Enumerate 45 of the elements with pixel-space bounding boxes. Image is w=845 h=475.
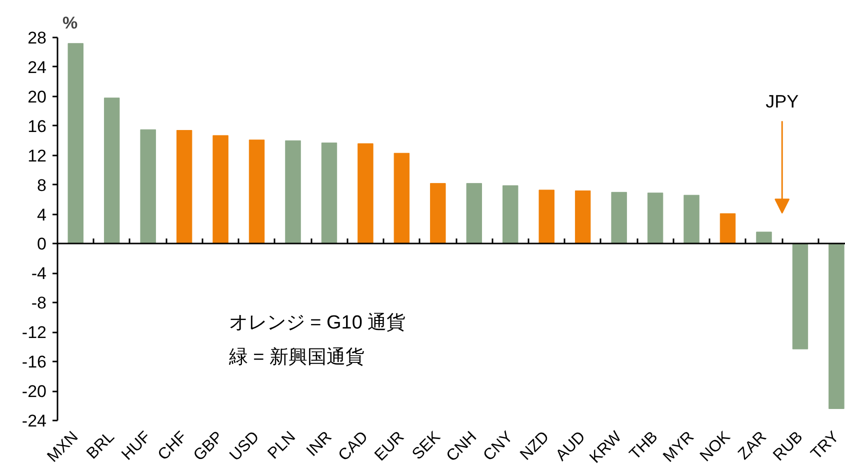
bar [574,190,591,244]
bar [358,143,374,244]
annotation: 緑 = 新興国通貨 [228,346,365,368]
bar [792,243,808,350]
bar [321,142,338,244]
x-tick-label: USD [226,428,263,464]
y-tick-label: 0 [37,234,47,254]
annotation: JPY [766,92,799,112]
bar [394,152,410,244]
bar [538,190,554,244]
bar [104,98,120,244]
bar [248,140,265,244]
y-tick-label: -12 [22,323,47,342]
bar [68,43,84,244]
y-axis-title: % [62,14,78,32]
bar [212,135,228,244]
x-tick-label: CAD [336,428,372,464]
y-tick-label: -4 [31,264,47,284]
y-tick-label: 28 [28,28,47,48]
bar [756,232,772,244]
y-tick-label: 24 [28,58,47,77]
x-tick-label: THB [626,428,662,464]
bar [466,183,482,244]
x-tick-label: INR [304,428,336,460]
y-tick-label: 4 [37,205,47,224]
bar [611,192,627,244]
y-tick-label: -8 [31,294,47,313]
bar [140,129,156,244]
y-tick-label: 20 [28,87,47,106]
bar [285,140,301,244]
annotation: オレンジ = G10 通貨 [228,312,406,334]
bar [684,194,700,244]
y-tick-label: 8 [37,176,47,195]
x-tick-label: BRL [84,428,118,463]
y-tick-label: 16 [28,116,47,136]
y-tick-label: 12 [28,146,47,166]
bar [720,213,736,244]
bar [647,192,664,244]
y-tick-label: -24 [22,412,47,430]
y-tick-label: -20 [22,382,47,402]
bar [828,243,844,409]
y-tick-label: -16 [22,352,47,372]
bar [430,183,446,244]
bar [176,130,192,244]
bar [502,185,518,244]
